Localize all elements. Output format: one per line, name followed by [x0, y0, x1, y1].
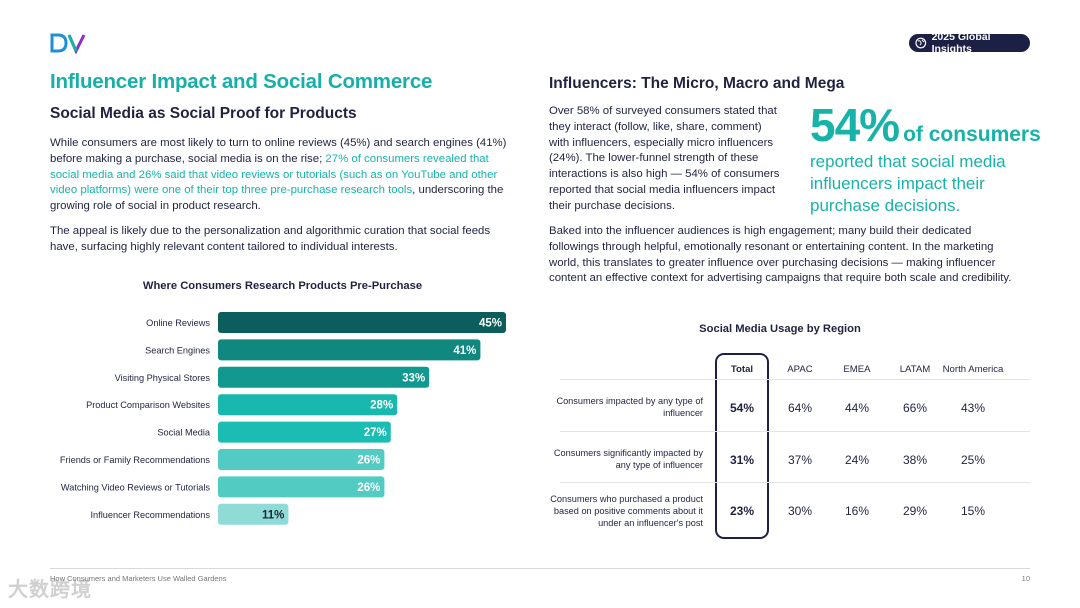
influencers-title: Influencers: The Micro, Macro and Mega	[549, 75, 845, 92]
dv-logo	[50, 33, 86, 54]
table-cell: 30%	[787, 504, 813, 518]
page-number: 10	[1021, 574, 1030, 583]
bar-category-label: Search Engines	[145, 345, 210, 355]
bar	[218, 476, 385, 498]
bar-value-label: 28%	[370, 400, 393, 412]
table-cell: 64%	[787, 401, 813, 415]
table-row-label: Consumers significantly impacted by any …	[553, 448, 703, 470]
table-row-label: Consumers who purchased a product based …	[550, 494, 703, 528]
col-head-total: Total	[730, 364, 754, 375]
stat-callout: 54% of consumers reported that social med…	[810, 99, 1041, 217]
bar	[218, 366, 430, 388]
section-title: Social Media as Social Proof for Product…	[50, 105, 357, 122]
table-cell: 37%	[787, 453, 813, 467]
research-bar-chart: Online Reviews 45% Search Engines 41% Visiti…	[60, 312, 506, 525]
footer-divider	[50, 568, 1030, 569]
bar-category-label: Visiting Physical Stores	[115, 373, 211, 383]
col-head-emea: EMEA	[843, 364, 871, 375]
row-separator	[560, 482, 1030, 483]
table-cell: 66%	[902, 401, 928, 415]
appeal-paragraph: The appeal is likely due to the personal…	[50, 225, 491, 253]
bar	[218, 339, 481, 361]
intro-paragraph: While consumers are most likely to turn …	[50, 136, 520, 215]
table-cell: 44%	[844, 401, 870, 415]
total-column-highlight	[715, 353, 769, 539]
intro-text-a: While consumers are most likely to turn …	[50, 137, 507, 165]
bar-value-label: 11%	[262, 509, 284, 521]
influencers-paragraph: Over 58% of surveyed consumers stated th…	[549, 105, 780, 212]
engagement-paragraph: Baked into the influencer audiences is h…	[549, 225, 1012, 285]
bar-category-label: Watching Video Reviews or Tutorials	[61, 482, 211, 492]
intro-highlight: 27% of consumers revealed that social me…	[50, 152, 498, 197]
bar-value-label: 41%	[453, 345, 476, 357]
bar-value-label: 33%	[402, 372, 425, 384]
table-title: Social Media Usage by Region	[699, 323, 861, 335]
stat-description: reported that social media influencers i…	[810, 152, 1006, 215]
bar-category-label: Influencer Recommendations	[90, 510, 210, 520]
table-cell: 15%	[960, 504, 986, 518]
bar-value-label: 45%	[479, 318, 502, 330]
bar-value-label: 26%	[357, 482, 380, 494]
col-head-apac: APAC	[787, 364, 813, 375]
bar-value-label: 27%	[364, 427, 387, 439]
row-separator	[560, 431, 1030, 432]
table-cell: 25%	[960, 453, 986, 467]
bar	[218, 503, 289, 525]
chart-title: Where Consumers Research Products Pre-Pu…	[142, 280, 423, 292]
stat-of-consumers: of consumers	[903, 123, 1041, 146]
page-title: Influencer Impact and Social Commerce	[50, 70, 433, 93]
bar	[218, 421, 391, 443]
table-cell: 16%	[844, 504, 870, 518]
table-cell: 43%	[960, 401, 986, 415]
table-cell: 24%	[844, 453, 870, 467]
table-cell: 31%	[729, 453, 755, 467]
table-row-label: Consumers impacted by any type of influe…	[556, 396, 703, 418]
table-cell: 38%	[902, 453, 928, 467]
col-head-north-america: North America	[942, 364, 1004, 375]
watermark: 大数跨境	[8, 579, 92, 601]
global-insights-badge: 2025 Global Insights	[909, 31, 1030, 55]
bar	[218, 449, 385, 470]
bar-category-label: Social Media	[157, 428, 210, 438]
badge-label: 2025 Global Insights	[931, 31, 991, 55]
footer-title: How Consumers and Marketers Use Walled G…	[50, 574, 227, 583]
globe-icon	[915, 37, 927, 49]
row-separator	[560, 379, 1030, 380]
intro-text-c: , underscoring the growing role of socia…	[50, 184, 504, 213]
col-head-latam: LATAM	[899, 364, 931, 375]
bar	[218, 312, 506, 333]
stat-percent: 54%	[810, 99, 900, 151]
table-cell: 23%	[729, 504, 755, 518]
table-cell: 54%	[729, 401, 755, 415]
bar-category-label: Online Reviews	[146, 318, 210, 328]
bar-category-label: Product Comparison Websites	[86, 400, 210, 410]
bar-category-label: Friends or Family Recommendations	[60, 455, 211, 465]
bar	[218, 394, 398, 416]
bar-value-label: 26%	[357, 455, 380, 467]
table-cell: 29%	[902, 504, 928, 518]
